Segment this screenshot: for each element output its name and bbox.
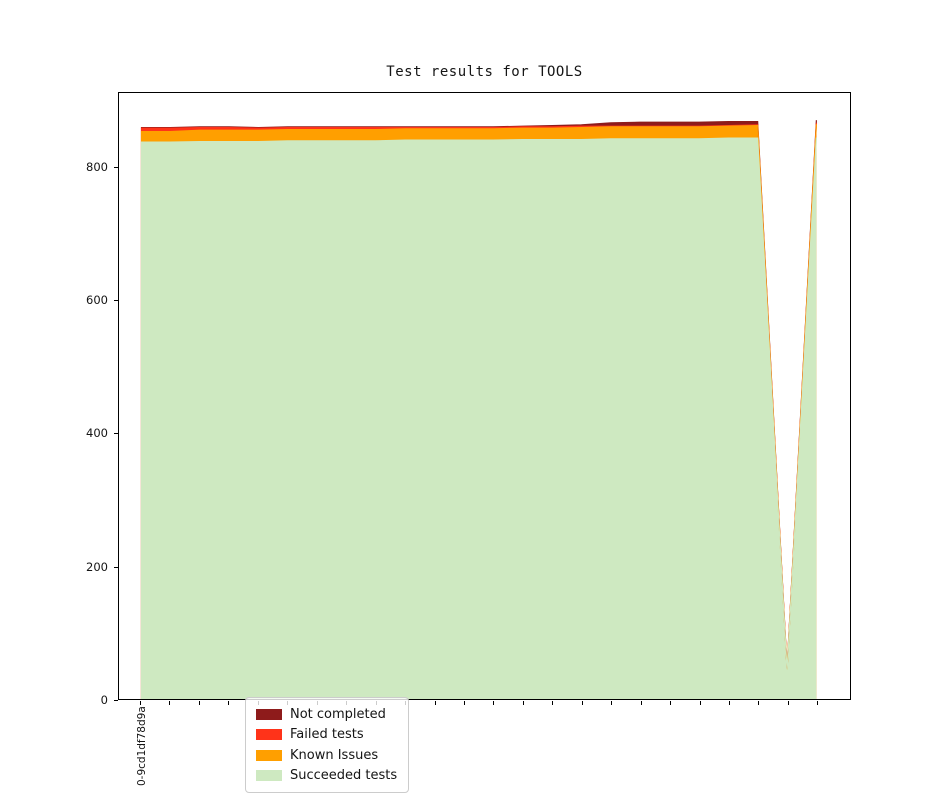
x-tick (817, 701, 819, 705)
y-tick (114, 166, 118, 168)
x-tick (552, 701, 554, 705)
x-tick (463, 701, 465, 705)
x-tick (581, 701, 583, 705)
x-tick (522, 701, 524, 705)
y-tick-label: 400 (86, 426, 108, 441)
legend-swatch-known-issues (256, 749, 282, 761)
y-tick-label: 800 (86, 159, 108, 174)
plot-area: Not completed Failed tests Known Issues … (118, 92, 851, 793)
legend: Not completed Failed tests Known Issues … (245, 697, 410, 793)
y-tick (114, 700, 118, 701)
edge-failed-tests (140, 122, 817, 670)
x-axis-tick-label: 0-9cd1df78d9a (136, 706, 148, 786)
legend-item-succeeded-tests: Succeeded tests (256, 766, 397, 787)
legend-label-known-issues: Known Issues (290, 747, 379, 763)
x-tick (493, 701, 495, 705)
x-tick (640, 701, 642, 705)
legend-item-failed-tests: Failed tests (256, 725, 397, 746)
y-tick-label: 0 (100, 693, 108, 707)
edge-known-issues (140, 124, 817, 670)
edge-not-completed (140, 120, 817, 669)
legend-label-failed-tests: Failed tests (290, 727, 364, 743)
y-tick-label: 600 (86, 293, 108, 307)
legend-swatch-failed-tests (256, 729, 282, 741)
y-tick (114, 433, 118, 435)
y-tick (114, 566, 118, 568)
legend-swatch-succeeded-tests (256, 770, 282, 782)
y-tick (114, 300, 118, 301)
x-tick (140, 701, 141, 705)
x-tick (228, 701, 230, 705)
legend-swatch-not-completed (256, 708, 282, 720)
y-tick-label: 200 (86, 559, 108, 574)
legend-item-known-issues: Known Issues (256, 745, 397, 766)
legend-label-not-completed: Not completed (290, 706, 386, 722)
x-tick (670, 701, 672, 705)
legend-label-succeeded-tests: Succeeded tests (290, 768, 398, 784)
legend-item-not-completed: Not completed (256, 704, 397, 725)
x-tick (699, 701, 701, 705)
x-tick (198, 701, 200, 705)
x-tick (758, 701, 760, 705)
edge-succeeded-tests (140, 137, 817, 672)
chart-title: Test results for TOOLS (386, 64, 583, 80)
x-tick (169, 701, 171, 705)
x-tick (729, 701, 730, 705)
x-tick (787, 701, 789, 705)
x-tick (434, 701, 436, 705)
x-tick (611, 701, 613, 705)
stacked-area-chart (140, 120, 817, 699)
area-succeeded-tests (140, 137, 817, 699)
